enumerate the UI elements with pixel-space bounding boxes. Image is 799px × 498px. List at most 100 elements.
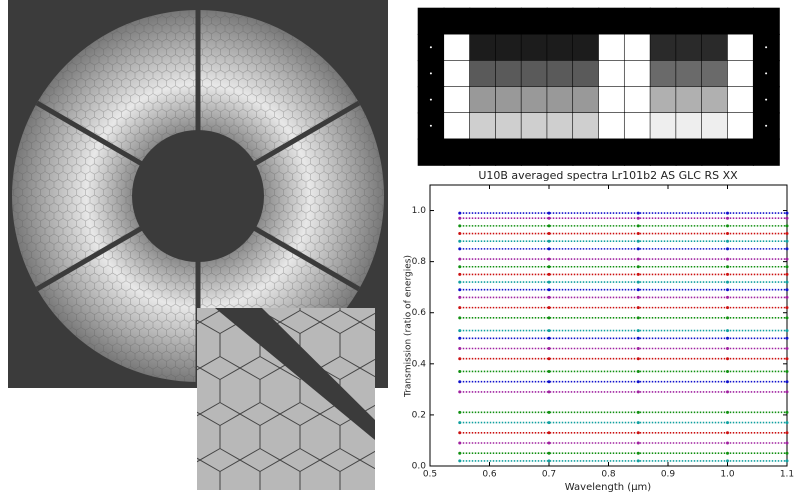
patch xyxy=(624,8,650,35)
data-point xyxy=(637,459,640,462)
data-point xyxy=(637,258,640,261)
patch xyxy=(495,139,521,166)
data-point xyxy=(548,411,551,414)
patch xyxy=(676,8,702,35)
data-point xyxy=(458,347,461,350)
data-point xyxy=(637,224,640,227)
data-point xyxy=(637,452,640,455)
patch xyxy=(444,87,470,114)
x-tick-label: 0.8 xyxy=(601,470,616,480)
figure: U10B averaged spectra Lr101b2 AS GLC RS … xyxy=(0,0,799,494)
data-point xyxy=(637,380,640,383)
y-tick-label: 0.8 xyxy=(412,257,427,267)
data-point xyxy=(637,288,640,291)
data-point xyxy=(458,232,461,235)
data-point xyxy=(637,357,640,360)
data-point xyxy=(458,288,461,291)
patch xyxy=(599,8,625,35)
patch xyxy=(418,8,444,35)
patch-dot xyxy=(765,46,767,48)
data-point xyxy=(786,390,789,393)
data-point xyxy=(458,273,461,276)
data-point xyxy=(458,370,461,373)
data-point xyxy=(726,217,729,220)
patch xyxy=(624,34,650,61)
patch xyxy=(547,60,573,87)
patch xyxy=(676,139,702,166)
patch xyxy=(753,8,779,35)
data-point xyxy=(726,224,729,227)
data-point xyxy=(786,265,789,268)
data-point xyxy=(786,217,789,220)
patch xyxy=(521,34,547,61)
data-point xyxy=(726,329,729,332)
chart: U10B averaged spectra Lr101b2 AS GLC RS … xyxy=(404,169,795,493)
data-point xyxy=(637,390,640,393)
data-point xyxy=(726,306,729,309)
patch xyxy=(547,34,573,61)
data-point xyxy=(548,258,551,261)
y-tick-label: 0.4 xyxy=(412,359,427,369)
x-tick-label: 1.0 xyxy=(720,470,735,480)
data-point xyxy=(637,411,640,414)
data-point xyxy=(786,380,789,383)
data-point xyxy=(726,240,729,243)
patch xyxy=(521,60,547,87)
x-tick-label: 0.6 xyxy=(482,470,497,480)
patch xyxy=(650,113,676,140)
data-point xyxy=(786,431,789,434)
patch-dot xyxy=(765,72,767,74)
data-point xyxy=(458,224,461,227)
data-point xyxy=(726,258,729,261)
patch xyxy=(702,60,728,87)
data-point xyxy=(458,411,461,414)
y-tick-label: 0.2 xyxy=(412,410,426,420)
data-point xyxy=(458,337,461,340)
patch xyxy=(702,8,728,35)
data-point xyxy=(786,370,789,373)
data-point xyxy=(786,224,789,227)
x-tick-label: 0.7 xyxy=(542,470,556,480)
data-point xyxy=(548,281,551,284)
data-point xyxy=(786,273,789,276)
data-point xyxy=(637,217,640,220)
data-point xyxy=(458,296,461,299)
data-point xyxy=(726,370,729,373)
patch xyxy=(650,139,676,166)
data-point xyxy=(786,306,789,309)
patch xyxy=(650,87,676,114)
data-point xyxy=(458,421,461,424)
patch xyxy=(650,60,676,87)
data-point xyxy=(548,459,551,462)
data-point xyxy=(548,265,551,268)
data-point xyxy=(548,452,551,455)
patch xyxy=(521,87,547,114)
data-point xyxy=(548,337,551,340)
data-point xyxy=(726,212,729,215)
data-point xyxy=(726,431,729,434)
data-point xyxy=(726,380,729,383)
patch-dot xyxy=(430,125,432,127)
data-point xyxy=(786,296,789,299)
data-point xyxy=(786,281,789,284)
data-point xyxy=(548,247,551,250)
data-point xyxy=(548,329,551,332)
data-point xyxy=(637,296,640,299)
patch xyxy=(599,139,625,166)
data-point xyxy=(548,442,551,445)
patch xyxy=(521,113,547,140)
data-point xyxy=(458,217,461,220)
data-point xyxy=(548,224,551,227)
data-point xyxy=(786,347,789,350)
data-point xyxy=(458,306,461,309)
data-point xyxy=(637,337,640,340)
data-point xyxy=(786,232,789,235)
data-point xyxy=(786,212,789,215)
data-point xyxy=(786,247,789,250)
data-point xyxy=(458,316,461,319)
data-point xyxy=(637,212,640,215)
data-point xyxy=(458,247,461,250)
data-point xyxy=(786,442,789,445)
patch xyxy=(624,113,650,140)
patch xyxy=(573,8,599,35)
